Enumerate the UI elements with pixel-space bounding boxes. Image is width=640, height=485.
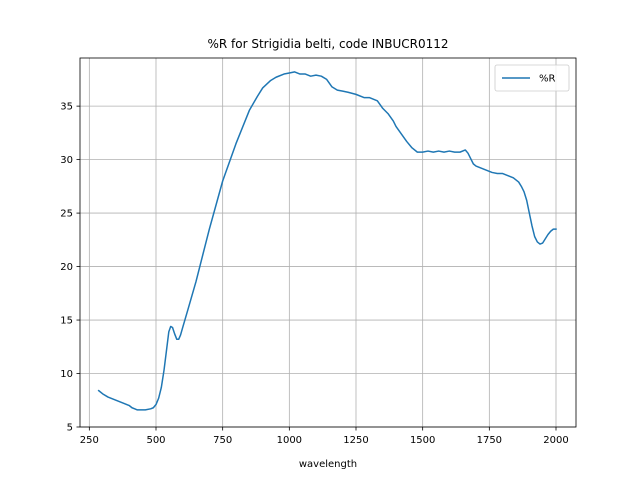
- y-tick-label: 30: [60, 155, 73, 166]
- x-tick-label: 250: [80, 435, 99, 446]
- x-tick-label: 500: [146, 435, 165, 446]
- y-tick-label: 35: [60, 102, 73, 113]
- y-tick-label: 15: [60, 316, 73, 327]
- y-axis-ticks: 5 10 15 20 25 30 35: [60, 102, 80, 434]
- x-axis-ticks: 250 500 750 1000 1250 1500 1750 2000: [80, 427, 569, 446]
- x-axis-label: wavelength: [299, 459, 357, 470]
- y-tick-label: 25: [60, 209, 73, 220]
- legend-label: %R: [539, 74, 556, 85]
- legend: %R: [494, 64, 570, 92]
- x-tick-label: 1750: [477, 435, 502, 446]
- y-tick-label: 20: [60, 262, 73, 273]
- plot-area-border: [79, 57, 577, 428]
- series-line: [97, 71, 557, 411]
- x-tick-label: 1250: [343, 435, 368, 446]
- x-tick-label: 1500: [410, 435, 435, 446]
- axes-frame: [79, 57, 577, 428]
- y-tick-label: 5: [67, 423, 73, 434]
- y-tick-label: 10: [60, 369, 73, 380]
- x-tick-label: 1000: [277, 435, 302, 446]
- x-tick-label: 2000: [543, 435, 568, 446]
- legend-box: [494, 64, 570, 92]
- plot-lines: [97, 71, 557, 411]
- x-tick-label: 750: [213, 435, 232, 446]
- chart-title: %R for Strigidia belti, code INBUCR0112: [207, 37, 448, 51]
